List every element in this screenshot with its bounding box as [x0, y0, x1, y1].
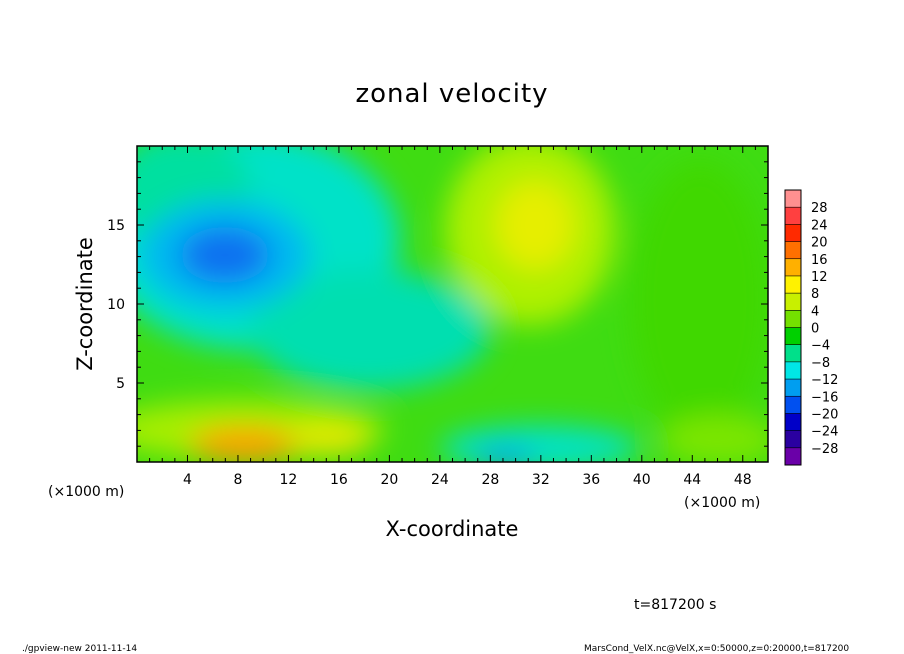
x-tick-label: 8: [233, 472, 242, 488]
footer-left: ./gpview-new 2011-11-14: [22, 644, 137, 654]
region-lime-bottom-right: [660, 415, 768, 462]
region-cyan-bottom: [440, 426, 640, 462]
colorbar-swatch: [785, 258, 801, 277]
region-blue-bottom: [475, 448, 535, 462]
colorbar-swatch: [785, 344, 801, 363]
colorbar-swatch: [785, 190, 801, 208]
colorbar-label: 20: [811, 236, 828, 251]
y-axis-ticks: 5 10 15: [107, 161, 768, 447]
colorbar: 28 24 20 16 12 8 4 0 −4 −8 −12 −16 −20 −24 −28: [784, 189, 838, 466]
x-axis-label: X-coordinate: [386, 517, 519, 541]
x-tick-label: 16: [330, 472, 348, 488]
colorbar-label: −4: [811, 339, 830, 354]
colorbar-label: 4: [811, 304, 819, 319]
x-tick-label: 44: [683, 472, 701, 488]
colorbar-label: 16: [811, 253, 828, 268]
x-tick-label: 32: [532, 472, 550, 488]
x-tick-label: 24: [431, 472, 449, 488]
x-tick-label: 48: [734, 472, 752, 488]
region-cyan-center: [250, 270, 490, 390]
colorbar-swatch: [785, 224, 801, 243]
y-tick-label: 10: [107, 297, 125, 313]
x-tick-label: 20: [380, 472, 398, 488]
heatmap-field: [137, 146, 768, 462]
time-annotation: t=817200 s: [634, 597, 716, 613]
footer-right: MarsCond_VelX.nc@VelX,x=0:50000,z=0:2000…: [584, 644, 849, 654]
colorbar-swatch: [785, 310, 801, 328]
x-tick-label: 12: [280, 472, 298, 488]
x-unit-left: (×1000 m): [48, 484, 124, 500]
colorbar-swatch: [785, 293, 801, 311]
x-unit-right: (×1000 m): [684, 495, 760, 511]
colorbar-swatch: [785, 447, 801, 466]
colorbar-label: −12: [811, 373, 838, 388]
region-orange-core: [190, 427, 300, 462]
chart-title: zonal velocity: [355, 79, 548, 109]
colorbar-label: −28: [811, 442, 838, 457]
region-yellow-max: [495, 180, 575, 270]
colorbar-label: −24: [811, 425, 838, 440]
colorbar-swatch: [785, 275, 801, 294]
colorbar-swatch: [785, 241, 801, 260]
x-tick-label: 40: [633, 472, 651, 488]
colorbar-swatch: [785, 327, 801, 346]
colorbar-swatch: [785, 430, 801, 449]
colorbar-swatch: [785, 396, 801, 414]
colorbar-label: −8: [811, 356, 830, 371]
y-tick-label: 15: [107, 218, 125, 234]
colorbar-label: −16: [811, 390, 838, 405]
colorbar-label: −20: [811, 407, 838, 422]
colorbar-label: 28: [811, 201, 828, 216]
y-axis-label: Z-coordinate: [73, 237, 97, 371]
colorbar-swatch: [785, 413, 801, 432]
region-green-right: [630, 160, 768, 440]
x-tick-label: 4: [183, 472, 192, 488]
x-axis-ticks: 4 8 12 16 20 24 28 32 36 40 44 48: [149, 146, 769, 488]
x-tick-label: 28: [481, 472, 499, 488]
colorbar-label: 0: [811, 322, 819, 337]
region-yellow-near-core: [290, 424, 370, 456]
colorbar-swatch: [785, 379, 801, 397]
colorbar-swatch: [785, 207, 801, 225]
colorbar-label: 8: [811, 287, 819, 302]
colorbar-swatch: [785, 361, 801, 380]
colorbar-label: 24: [811, 218, 828, 233]
y-tick-label: 5: [116, 376, 125, 392]
colorbar-label: 12: [811, 270, 828, 285]
x-tick-label: 36: [582, 472, 600, 488]
region-blue-core: [180, 227, 270, 283]
